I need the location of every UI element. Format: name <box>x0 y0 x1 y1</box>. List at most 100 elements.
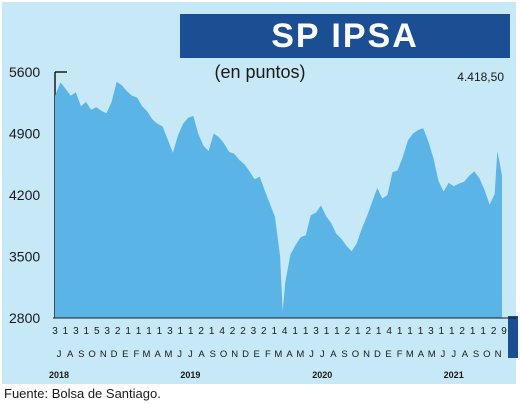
x-month-tick-label: D <box>374 349 381 360</box>
x-month-tick-label: D <box>111 349 118 360</box>
x-day-tick-label: 1 <box>470 326 476 337</box>
x-month-tick-label: J <box>441 349 446 360</box>
x-day-tick-label: 1 <box>136 326 142 337</box>
x-month-tick-label: M <box>165 349 173 360</box>
x-month-tick-label: S <box>473 349 479 360</box>
x-day-tick-label: 1 <box>376 326 382 337</box>
x-day-tick-label: 3 <box>167 326 173 337</box>
x-day-tick-label: 2 <box>459 326 465 337</box>
x-year-label: 2021 <box>444 370 464 380</box>
x-day-tick-label: 1 <box>209 326 215 337</box>
y-tick-label: 3500 <box>9 249 40 265</box>
x-day-tick-label: 3 <box>73 326 79 337</box>
x-day-tick-label: 3 <box>313 326 319 337</box>
x-day-tick-label: 1 <box>324 326 330 337</box>
x-month-tick-label: S <box>210 349 216 360</box>
x-day-tick-label: 1 <box>146 326 152 337</box>
x-day-tick-label: 1 <box>334 326 340 337</box>
x-day-tick-label: 1 <box>125 326 131 337</box>
x-day-tick-label: 1 <box>449 326 455 337</box>
x-month-tick-label: A <box>330 349 337 360</box>
x-day-tick-label: 1 <box>397 326 403 337</box>
y-tick-label: 5600 <box>9 64 40 80</box>
x-day-tick-label: 4 <box>386 326 392 337</box>
x-month-tick-label: M <box>143 349 151 360</box>
x-month-tick-label: O <box>220 349 227 360</box>
x-month-tick-label: A <box>286 349 293 360</box>
x-day-tick-label: 3 <box>428 326 434 337</box>
x-year-label: 2019 <box>180 370 200 380</box>
x-day-tick-label: 1 <box>480 326 486 337</box>
x-day-tick-label: 2 <box>240 326 246 337</box>
x-month-tick-label: J <box>320 349 325 360</box>
x-year-label: 2018 <box>49 370 69 380</box>
y-tick-label: 2800 <box>9 310 40 326</box>
x-day-tick-label: 4 <box>219 326 225 337</box>
x-day-tick-label: 1 <box>292 326 298 337</box>
x-month-tick-label: M <box>274 349 282 360</box>
x-day-tick-label: 2 <box>198 326 204 337</box>
x-day-tick-label: 1 <box>63 326 69 337</box>
x-day-tick-label: 9 <box>501 326 507 337</box>
x-day-tick-label: 5 <box>94 326 100 337</box>
x-day-tick-label: 3 <box>52 326 58 337</box>
x-month-tick-label: M <box>406 349 414 360</box>
x-day-tick-label: 1 <box>418 326 424 337</box>
source-note: Fuente: Bolsa de Santiago. <box>4 386 161 401</box>
x-month-tick-label: J <box>177 349 182 360</box>
x-day-tick-label: 1 <box>178 326 184 337</box>
x-day-tick-label: 1 <box>272 326 278 337</box>
x-month-tick-label: A <box>462 349 469 360</box>
x-day-tick-label: 1 <box>188 326 194 337</box>
x-month-tick-label: F <box>265 349 271 360</box>
series-area <box>55 81 502 318</box>
x-day-tick-label: 4 <box>282 326 288 337</box>
x-axis-end-block <box>508 316 518 358</box>
x-day-tick-label: 2 <box>115 326 121 337</box>
x-month-tick-label: M <box>428 349 436 360</box>
x-month-tick-label: F <box>133 349 139 360</box>
x-day-tick-label: 2 <box>261 326 267 337</box>
x-month-tick-label: O <box>352 349 359 360</box>
x-day-tick-label: 3 <box>104 326 110 337</box>
x-month-tick-label: N <box>495 349 502 360</box>
x-day-tick-label: 1 <box>157 326 163 337</box>
x-month-tick-label: O <box>483 349 490 360</box>
x-month-tick-label: D <box>242 349 249 360</box>
x-month-tick-label: E <box>254 349 260 360</box>
chart-title: SP IPSA <box>271 16 419 55</box>
last-value-label: 4.418,50 <box>457 70 504 84</box>
x-month-tick-label: M <box>296 349 304 360</box>
x-day-tick-label: 1 <box>84 326 90 337</box>
x-month-tick-label: E <box>122 349 128 360</box>
x-day-tick-label: 2 <box>345 326 351 337</box>
x-month-tick-label: A <box>155 349 162 360</box>
x-month-tick-label: J <box>309 349 314 360</box>
x-month-tick-label: J <box>188 349 193 360</box>
chart-subtitle: (en puntos) <box>214 62 306 82</box>
x-month-tick-label: F <box>397 349 403 360</box>
x-month-tick-label: A <box>418 349 425 360</box>
x-month-tick-label: S <box>78 349 84 360</box>
x-day-tick-label: 3 <box>251 326 257 337</box>
x-month-tick-label: S <box>341 349 347 360</box>
x-month-tick-label: J <box>451 349 456 360</box>
y-tick-label: 4200 <box>9 187 40 203</box>
x-month-tick-label: N <box>363 349 370 360</box>
x-month-tick-label: N <box>231 349 238 360</box>
x-month-tick-label: E <box>385 349 391 360</box>
x-year-label: 2020 <box>312 370 332 380</box>
x-month-tick-label: O <box>88 349 95 360</box>
y-tick-label: 4900 <box>9 126 40 142</box>
x-day-tick-label: 1 <box>303 326 309 337</box>
x-month-tick-label: A <box>67 349 74 360</box>
x-day-tick-label: 2 <box>230 326 236 337</box>
x-month-tick-label: A <box>198 349 205 360</box>
chart-title-bar: SP IPSA <box>180 14 510 58</box>
x-day-tick-label: 1 <box>355 326 361 337</box>
x-day-tick-label: 1 <box>439 326 445 337</box>
x-day-tick-label: 1 <box>407 326 413 337</box>
x-day-tick-label: 2 <box>366 326 372 337</box>
